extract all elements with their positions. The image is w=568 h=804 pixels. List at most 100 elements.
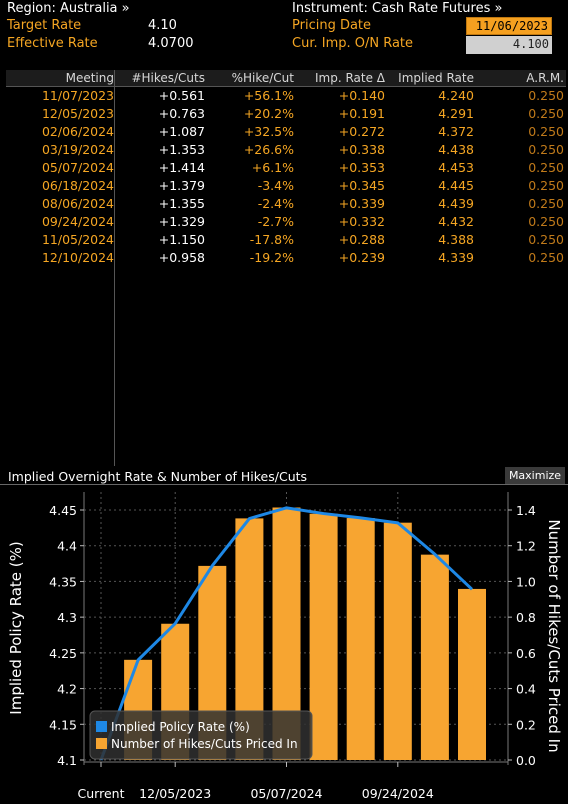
y2-tick-label: 0.2 (516, 717, 536, 732)
table-cell: -19.2% (249, 250, 294, 265)
table-cell: 4.372 (438, 124, 474, 139)
table-cell: -3.4% (257, 178, 294, 193)
col-header-pct-hike-cut[interactable]: %Hike/Cut (231, 71, 294, 85)
table-cell: +1.355 (158, 196, 205, 211)
table-cell: +1.353 (158, 142, 205, 157)
chart-bar (458, 588, 486, 760)
table-row[interactable]: 12/10/2024 +0.958 -19.2% +0.239 4.339 0.250 (0, 249, 568, 267)
col-header-hikes-cuts[interactable]: #Hikes/Cuts (131, 71, 205, 85)
chart-bar (420, 554, 449, 760)
col-header-meeting[interactable]: Meeting (65, 71, 114, 85)
column-divider (114, 70, 115, 466)
table-cell: 4.339 (438, 250, 474, 265)
pricing-date-label: Pricing Date (292, 18, 372, 33)
table-cell: 0.250 (528, 232, 564, 247)
y2-tick-label: 1.0 (516, 574, 536, 589)
table-cell: -2.7% (257, 214, 294, 229)
y-axis-label: Implied Policy Rate (%) (7, 541, 25, 714)
table-cell: +0.239 (338, 250, 385, 265)
table-row[interactable]: 03/19/2024 +1.353 +26.6% +0.338 4.438 0.250 (0, 141, 568, 159)
maximize-button[interactable]: Maximize (505, 467, 565, 484)
chart-divider (0, 484, 568, 485)
effective-rate-value: 4.0700 (148, 36, 194, 51)
y2-tick-label: 0.4 (516, 682, 536, 697)
y-tick-label: 4.25 (49, 646, 77, 661)
x-tick-label: 12/05/2023 (139, 786, 211, 801)
y2-tick-label: 1.4 (516, 503, 536, 518)
table-cell: 0.250 (528, 160, 564, 175)
region-selector[interactable]: Region: Australia » (7, 1, 130, 16)
table-cell: +1.087 (158, 124, 205, 139)
table-row[interactable]: 11/05/2024 +1.150 -17.8% +0.288 4.388 0.250 (0, 231, 568, 249)
header-divider (6, 86, 566, 87)
table-cell: +0.763 (158, 106, 205, 121)
cur-imp-rate-field[interactable]: 4.100 (466, 36, 552, 54)
table-cell: 4.388 (438, 232, 474, 247)
legend-label-line: Implied Policy Rate (%) (111, 720, 250, 734)
table-cell: +0.561 (158, 88, 205, 103)
table-cell: 0.250 (528, 214, 564, 229)
table-cell: 0.250 (528, 178, 564, 193)
y-tick-label: 4.3 (57, 610, 77, 625)
implied-rate-chart: 4.1 4.15 4.2 4.25 4.3 4.35 4.4 4.45 0.0 0.2 0.4 0.… (0, 485, 568, 804)
table-row[interactable]: 09/24/2024 +1.329 -2.7% +0.332 4.432 0.250 (0, 213, 568, 231)
table-cell: -17.8% (249, 232, 294, 247)
col-header-arm[interactable]: A.R.M. (526, 71, 564, 85)
y-tick-label: 4.1 (57, 753, 77, 768)
table-cell: +0.288 (338, 232, 385, 247)
table-cell: 12/10/2024 (41, 250, 114, 265)
legend-swatch-line (96, 721, 107, 732)
table-row[interactable]: 06/18/2024 +1.379 -3.4% +0.345 4.445 0.250 (0, 177, 568, 195)
table-cell: 4.439 (438, 196, 474, 211)
table-row[interactable]: 12/05/2023 +0.763 +20.2% +0.191 4.291 0.250 (0, 105, 568, 123)
table-cell: +1.379 (158, 178, 205, 193)
table-cell: +32.5% (243, 124, 294, 139)
y2-tick-label: 0.0 (516, 753, 536, 768)
table-cell: 06/18/2024 (41, 178, 114, 193)
table-row[interactable]: 11/07/2023 +0.561 +56.1% +0.140 4.240 0.250 (0, 87, 568, 105)
table-cell: 0.250 (528, 88, 564, 103)
table-cell: +1.150 (158, 232, 205, 247)
table-cell: -2.4% (257, 196, 294, 211)
table-cell: +6.1% (251, 160, 294, 175)
col-header-imp-rate-delta[interactable]: Imp. Rate Δ (314, 71, 385, 85)
chart-title: Implied Overnight Rate & Number of Hikes… (8, 469, 308, 484)
table-cell: 0.250 (528, 196, 564, 211)
table-cell: +0.332 (338, 214, 385, 229)
table-cell: +0.140 (338, 88, 385, 103)
table-cell: 11/07/2023 (41, 88, 114, 103)
table-row[interactable]: 02/06/2024 +1.087 +32.5% +0.272 4.372 0.250 (0, 123, 568, 141)
table-cell: +26.6% (243, 142, 294, 157)
legend-label-bar: Number of Hikes/Cuts Priced In (111, 737, 298, 751)
instrument-selector[interactable]: Instrument: Cash Rate Futures » (292, 1, 503, 16)
table-cell: 12/05/2023 (41, 106, 114, 121)
table-cell: +56.1% (243, 88, 294, 103)
x-tick-label: Current (78, 786, 125, 801)
y2-tick-label: 0.6 (516, 646, 536, 661)
table-cell: 4.453 (438, 160, 474, 175)
y2-tick-label: 0.8 (516, 610, 536, 625)
table-cell: 4.291 (438, 106, 474, 121)
table-row[interactable]: 08/06/2024 +1.355 -2.4% +0.339 4.439 0.250 (0, 195, 568, 213)
table-cell: +0.958 (158, 250, 205, 265)
cur-imp-rate-label: Cur. Imp. O/N Rate (292, 36, 414, 51)
x-tick-label: 05/07/2024 (250, 786, 322, 801)
table-row[interactable]: 05/07/2024 +1.414 +6.1% +0.353 4.453 0.250 (0, 159, 568, 177)
table-cell: 4.432 (438, 214, 474, 229)
table-cell: 03/19/2024 (41, 142, 114, 157)
table-cell: 4.445 (438, 178, 474, 193)
table-cell: 0.250 (528, 250, 564, 265)
table-cell: +0.345 (338, 178, 385, 193)
table-cell: 4.438 (438, 142, 474, 157)
table-cell: +0.339 (338, 196, 385, 211)
chart-legend (89, 710, 313, 760)
table-cell: 4.240 (438, 88, 474, 103)
pricing-date-field[interactable]: 11/06/2023 (466, 17, 552, 35)
table-cell: 0.250 (528, 106, 564, 121)
table-cell: +20.2% (243, 106, 294, 121)
chart-bar (309, 513, 338, 760)
x-tick-label: 09/24/2024 (362, 786, 434, 801)
table-cell: +0.338 (338, 142, 385, 157)
col-header-implied-rate[interactable]: Implied Rate (398, 71, 474, 85)
table-cell: 0.250 (528, 142, 564, 157)
